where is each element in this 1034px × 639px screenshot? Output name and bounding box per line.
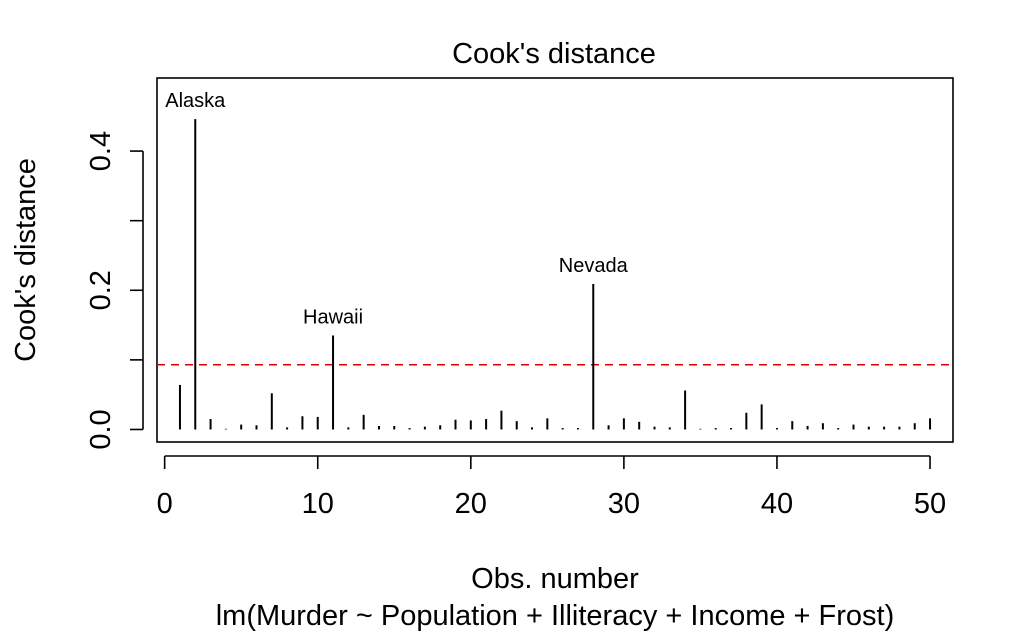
y-tick-label: 0.0	[85, 409, 117, 449]
plot-frame	[156, 77, 954, 443]
point-label: Alaska	[165, 90, 226, 112]
y-axis: 0.0 0.2 0.4	[85, 131, 144, 450]
x-tick-label: 10	[302, 488, 334, 520]
point-label: Hawaii	[303, 307, 363, 329]
x-tick-label: 50	[914, 488, 946, 520]
x-axis-label: Obs. number	[471, 563, 639, 595]
point-labels: Alaska Hawaii Nevada	[165, 90, 628, 328]
point-label: Nevada	[559, 255, 629, 277]
x-tick-label: 0	[157, 488, 173, 520]
x-tick-label: 30	[608, 488, 640, 520]
x-tick-label: 20	[455, 488, 487, 520]
x-tick-label: 40	[761, 488, 793, 520]
y-tick-label: 0.4	[85, 131, 117, 171]
y-tick-label: 0.2	[85, 270, 117, 310]
model-formula-subtitle: lm(Murder ~ Population + Illiteracy + In…	[216, 600, 895, 632]
chart-title: Cook's distance	[452, 38, 656, 70]
bars	[178, 119, 932, 430]
y-axis-label: Cook's distance	[10, 158, 42, 362]
x-axis: 0 10 20 30 40 50	[157, 455, 946, 520]
